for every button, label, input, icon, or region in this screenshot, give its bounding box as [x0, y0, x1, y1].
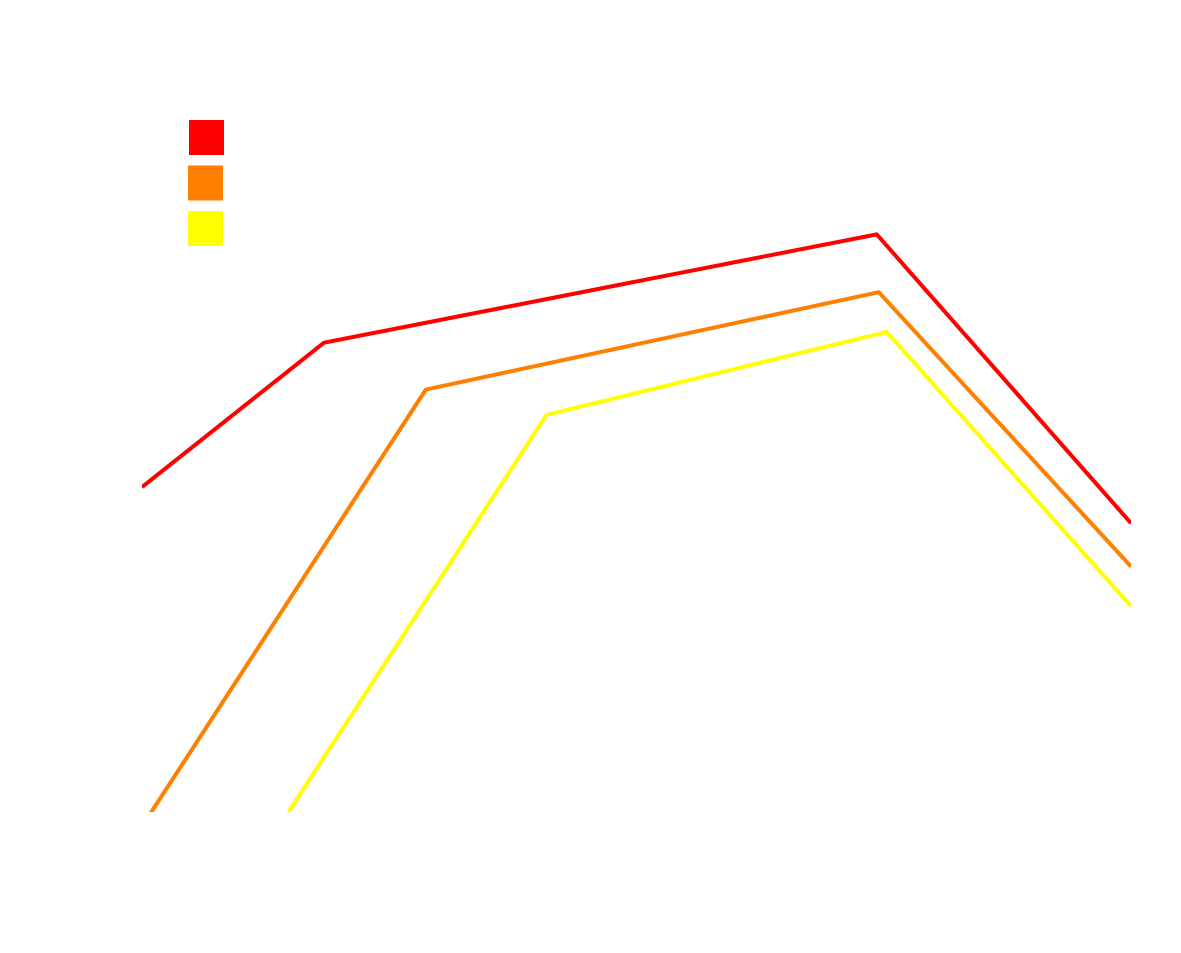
plot-area — [142, 232, 1131, 812]
legend-swatch-3 — [188, 211, 223, 246]
series-line-1 — [142, 232, 1131, 525]
legend — [188, 120, 224, 246]
series-line-3 — [286, 329, 1131, 812]
legend-swatch-2 — [188, 165, 223, 201]
legend-swatch-1 — [189, 120, 224, 155]
series-line-2 — [148, 290, 1131, 812]
